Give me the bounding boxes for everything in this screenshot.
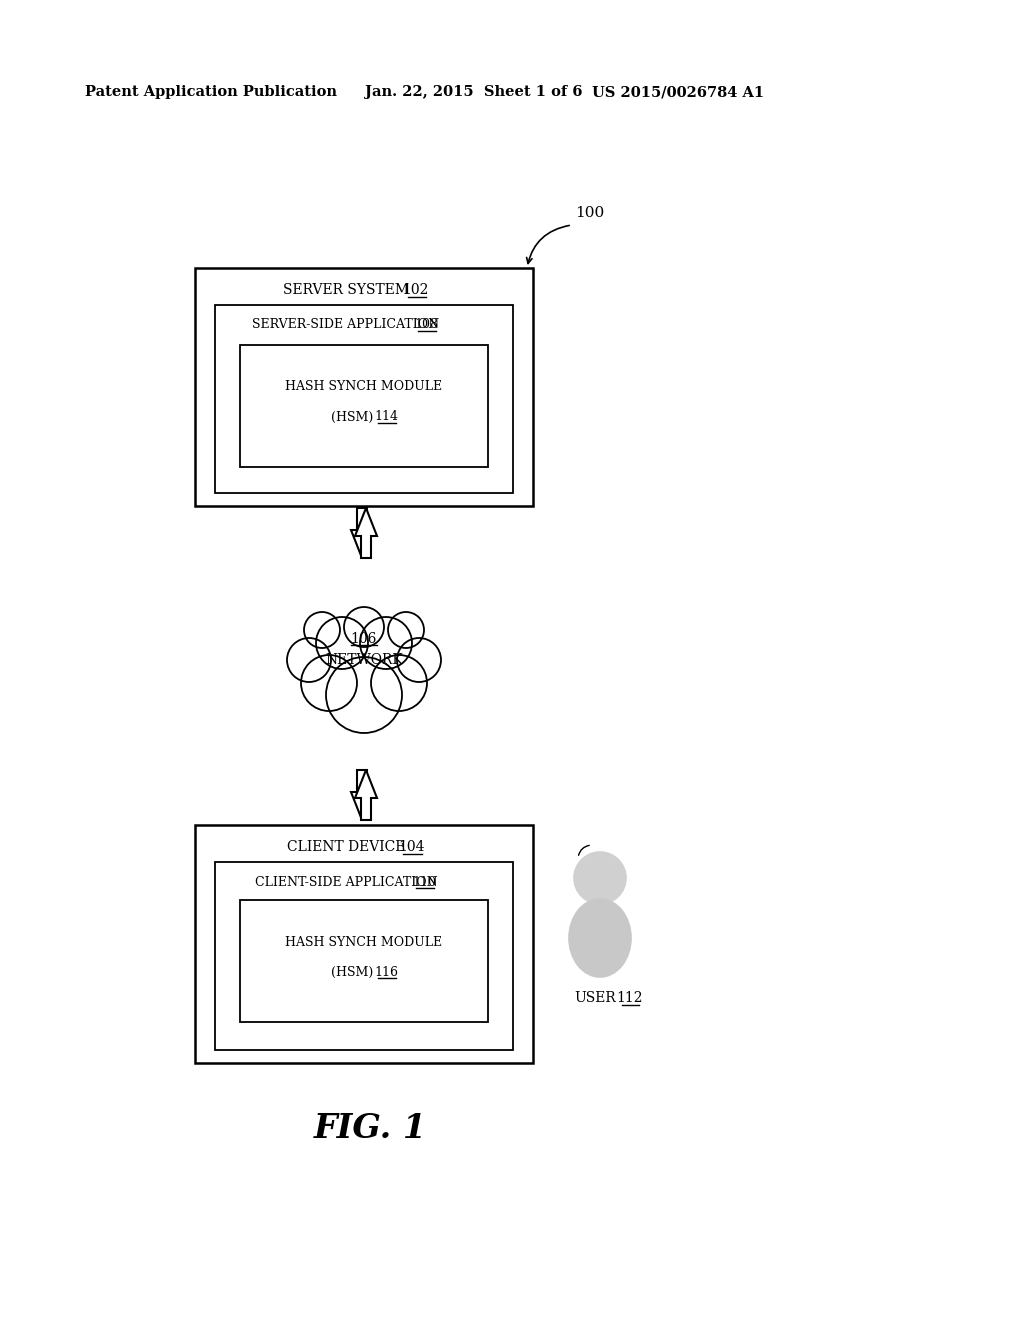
Text: 106: 106 — [351, 632, 377, 645]
Circle shape — [574, 851, 626, 904]
Polygon shape — [355, 770, 377, 820]
Text: NETWORK: NETWORK — [326, 653, 402, 667]
Text: HASH SYNCH MODULE: HASH SYNCH MODULE — [286, 936, 442, 949]
Bar — [240, 900, 488, 1022]
Polygon shape — [351, 770, 373, 820]
Text: Jan. 22, 2015  Sheet 1 of 6: Jan. 22, 2015 Sheet 1 of 6 — [365, 84, 583, 99]
Text: 112: 112 — [616, 991, 643, 1005]
Text: 110: 110 — [412, 875, 436, 888]
Bar — [195, 825, 534, 1063]
Circle shape — [304, 612, 340, 648]
Text: US 2015/0026784 A1: US 2015/0026784 A1 — [592, 84, 764, 99]
Text: FIG. 1: FIG. 1 — [313, 1111, 427, 1144]
Bar — [195, 268, 534, 506]
Bar — [215, 305, 513, 492]
Circle shape — [360, 616, 412, 669]
Text: (HSM): (HSM) — [331, 965, 373, 978]
Text: SERVER-SIDE APPLICATION: SERVER-SIDE APPLICATION — [253, 318, 439, 331]
Circle shape — [344, 607, 384, 647]
Text: 104: 104 — [398, 840, 425, 854]
Text: 100: 100 — [575, 206, 604, 220]
Circle shape — [371, 655, 427, 711]
Circle shape — [301, 655, 357, 711]
Polygon shape — [351, 508, 373, 558]
Text: CLIENT-SIDE APPLICATION: CLIENT-SIDE APPLICATION — [255, 875, 437, 888]
Circle shape — [388, 612, 424, 648]
Polygon shape — [355, 508, 377, 558]
Bar — [240, 345, 488, 467]
Text: HASH SYNCH MODULE: HASH SYNCH MODULE — [286, 380, 442, 393]
Text: 114: 114 — [374, 411, 398, 424]
Circle shape — [316, 616, 368, 669]
Text: CLIENT DEVICE: CLIENT DEVICE — [287, 840, 406, 854]
Circle shape — [287, 638, 331, 682]
FancyArrowPatch shape — [526, 226, 569, 264]
Text: (HSM): (HSM) — [331, 411, 373, 424]
Bar — [215, 862, 513, 1049]
Text: 108: 108 — [414, 318, 438, 331]
Text: USER: USER — [574, 991, 615, 1005]
Text: 116: 116 — [374, 965, 398, 978]
Circle shape — [326, 657, 402, 733]
Text: 102: 102 — [402, 282, 429, 297]
Text: Patent Application Publication: Patent Application Publication — [85, 84, 337, 99]
Text: SERVER SYSTEM: SERVER SYSTEM — [283, 282, 409, 297]
Ellipse shape — [569, 899, 631, 977]
FancyArrowPatch shape — [579, 845, 589, 855]
Circle shape — [397, 638, 441, 682]
